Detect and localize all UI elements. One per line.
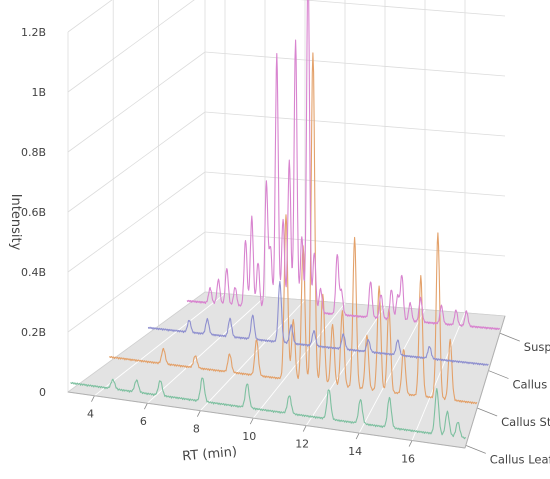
x-tick-mark bbox=[196, 410, 201, 417]
y-tick-label: 1B bbox=[31, 86, 46, 99]
x-tick-label: 12 bbox=[295, 438, 309, 451]
x-tick-mark bbox=[408, 440, 413, 447]
x-tick-mark bbox=[355, 432, 360, 440]
x-tick-label: 6 bbox=[140, 415, 147, 428]
side-wall-gridline bbox=[67, 51, 206, 153]
chart-axes: Callus Leaf Callus Stem Callus Root Susp Cu… bbox=[21, 26, 550, 466]
floor-gridline bbox=[200, 299, 306, 411]
series-trace-susp-culture bbox=[186, 0, 501, 331]
x-tick-mark bbox=[144, 403, 148, 410]
series-trace-callus-root bbox=[147, 280, 489, 366]
depth-axis-line bbox=[464, 315, 506, 449]
series-label: Callus Stem bbox=[501, 415, 550, 429]
x-tick-label: 4 bbox=[87, 408, 94, 421]
x-tick-mark bbox=[91, 395, 95, 402]
side-wall-gridline bbox=[67, 0, 195, 93]
back-wall-gridline bbox=[299, 0, 506, 17]
series-label-tick bbox=[476, 407, 498, 417]
x-tick-label: 10 bbox=[242, 430, 256, 443]
back-wall-gridline bbox=[204, 171, 506, 197]
x-tick-label: 8 bbox=[193, 423, 200, 436]
back-wall-gridline bbox=[204, 111, 506, 137]
x-axis-title: RT (min) bbox=[182, 445, 238, 465]
series-label: Susp Culture bbox=[524, 340, 550, 354]
side-wall-gridline bbox=[67, 0, 113, 33]
series-label: Callus Leaf bbox=[490, 452, 550, 466]
x-axis-line bbox=[67, 391, 466, 449]
y-axis-title: Intensity bbox=[8, 194, 23, 251]
y-tick-label: 0.4B bbox=[21, 266, 46, 279]
chart-traces bbox=[70, 0, 501, 440]
side-wall-gridline bbox=[67, 111, 206, 213]
y-tick-label: 0.2B bbox=[21, 326, 46, 339]
y-tick-label: 0 bbox=[39, 386, 46, 399]
side-wall-gridline bbox=[67, 171, 206, 273]
x-tick-mark bbox=[249, 417, 254, 425]
series-label-tick bbox=[465, 444, 486, 454]
floor-gridline bbox=[411, 312, 466, 441]
series-label: Callus Root bbox=[512, 378, 550, 392]
x-tick-label: 14 bbox=[348, 445, 362, 458]
x-tick-mark bbox=[302, 425, 307, 432]
floor-gridline bbox=[147, 296, 266, 404]
back-wall-gridline bbox=[204, 51, 506, 77]
y-tick-label: 1.2B bbox=[21, 26, 46, 39]
floor-gridline bbox=[252, 302, 346, 419]
x-tick-label: 16 bbox=[401, 453, 415, 466]
side-wall-gridline bbox=[67, 231, 206, 333]
series-label-tick bbox=[488, 370, 509, 379]
series-label-tick bbox=[499, 332, 520, 342]
floor-gridline bbox=[94, 293, 226, 397]
y-tick-label: 0.8B bbox=[21, 146, 46, 159]
series-trace-callus-leaf bbox=[70, 377, 466, 440]
series-trace-callus-stem bbox=[109, 52, 478, 405]
y-tick-label: 0.6B bbox=[21, 206, 46, 219]
